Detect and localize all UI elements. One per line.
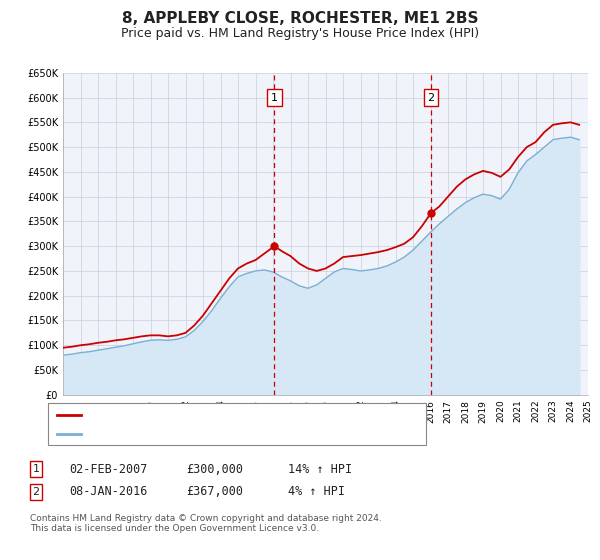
Text: £300,000: £300,000 <box>186 463 243 476</box>
Text: 2: 2 <box>32 487 40 497</box>
Text: 02-FEB-2007: 02-FEB-2007 <box>69 463 148 476</box>
Text: HPI: Average price, detached house, Medway: HPI: Average price, detached house, Medw… <box>84 430 320 439</box>
Text: 1: 1 <box>32 464 40 474</box>
Text: 2: 2 <box>427 92 434 102</box>
Text: 1: 1 <box>271 92 278 102</box>
Text: Contains HM Land Registry data © Crown copyright and database right 2024.
This d: Contains HM Land Registry data © Crown c… <box>30 514 382 534</box>
Text: 14% ↑ HPI: 14% ↑ HPI <box>288 463 352 476</box>
Text: £367,000: £367,000 <box>186 485 243 498</box>
Text: 4% ↑ HPI: 4% ↑ HPI <box>288 485 345 498</box>
Text: Price paid vs. HM Land Registry's House Price Index (HPI): Price paid vs. HM Land Registry's House … <box>121 27 479 40</box>
Text: 8, APPLEBY CLOSE, ROCHESTER, ME1 2BS: 8, APPLEBY CLOSE, ROCHESTER, ME1 2BS <box>122 11 478 26</box>
Text: 08-JAN-2016: 08-JAN-2016 <box>69 485 148 498</box>
Text: 8, APPLEBY CLOSE, ROCHESTER, ME1 2BS (detached house): 8, APPLEBY CLOSE, ROCHESTER, ME1 2BS (de… <box>84 410 397 420</box>
